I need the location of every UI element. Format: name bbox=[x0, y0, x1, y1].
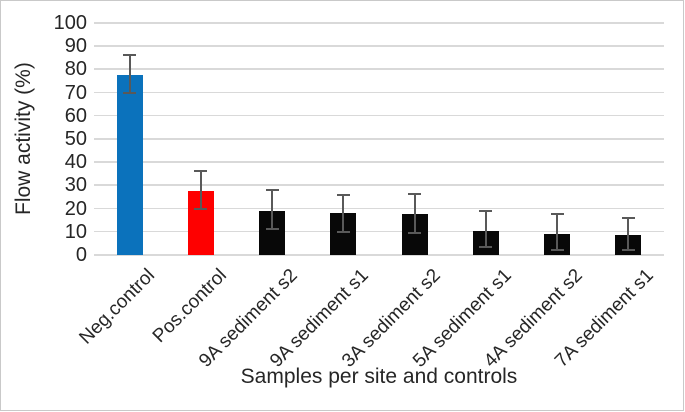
error-cap-top bbox=[408, 192, 422, 195]
gridline bbox=[94, 230, 664, 233]
y-tick-label: 40 bbox=[64, 151, 87, 174]
gridline bbox=[94, 91, 664, 94]
x-axis-title: Samples per site and controls bbox=[240, 365, 518, 388]
error-cap-bottom bbox=[336, 230, 350, 233]
error-cap-top bbox=[479, 209, 493, 212]
y-tick-label: 10 bbox=[64, 220, 87, 243]
error-bar-7a-sediment-s1 bbox=[627, 217, 630, 251]
y-tick-label: 30 bbox=[64, 174, 87, 197]
error-cap-top bbox=[550, 213, 564, 216]
error-bar-4a-sediment-s2 bbox=[556, 214, 559, 251]
error-bar-9a-sediment-s2 bbox=[271, 190, 274, 230]
y-tick-label: 90 bbox=[64, 35, 87, 58]
gridline bbox=[94, 45, 664, 47]
error-cap-bottom bbox=[621, 249, 635, 252]
error-cap-top bbox=[621, 216, 635, 219]
error-bar-neg-control bbox=[128, 55, 131, 93]
error-bar-5a-sediment-s1 bbox=[484, 210, 487, 247]
y-tick-label: 20 bbox=[64, 197, 87, 220]
y-tick-label: 0 bbox=[75, 244, 87, 266]
error-bar-pos-control bbox=[199, 171, 202, 209]
error-cap-bottom bbox=[194, 207, 208, 210]
error-cap-bottom bbox=[265, 228, 279, 231]
gridline bbox=[94, 161, 664, 163]
gridline bbox=[94, 207, 664, 210]
error-cap-bottom bbox=[408, 231, 422, 234]
y-tick-label: 70 bbox=[64, 81, 87, 104]
error-bar-3a-sediment-s2 bbox=[413, 193, 416, 233]
y-tick-label: 60 bbox=[64, 104, 87, 127]
gridline bbox=[94, 22, 664, 24]
gridline bbox=[94, 254, 664, 256]
gridline bbox=[94, 68, 664, 70]
gridline bbox=[94, 184, 664, 186]
y-tick-label: 80 bbox=[64, 58, 87, 81]
y-tick-label: 100 bbox=[53, 12, 87, 34]
plot-area bbox=[94, 22, 664, 256]
error-cap-top bbox=[194, 170, 208, 173]
error-cap-top bbox=[336, 193, 350, 196]
x-tick-label-neg-control: Neg.control bbox=[75, 265, 160, 349]
bar-neg-control bbox=[116, 75, 143, 255]
gridline bbox=[94, 114, 664, 117]
error-bar-9a-sediment-s1 bbox=[342, 194, 345, 232]
error-cap-bottom bbox=[550, 249, 564, 252]
error-cap-bottom bbox=[123, 91, 137, 94]
y-tick-label: 50 bbox=[64, 128, 87, 150]
error-cap-top bbox=[265, 189, 279, 192]
gridline bbox=[94, 138, 664, 140]
error-cap-top bbox=[123, 54, 137, 57]
error-cap-bottom bbox=[479, 245, 493, 248]
